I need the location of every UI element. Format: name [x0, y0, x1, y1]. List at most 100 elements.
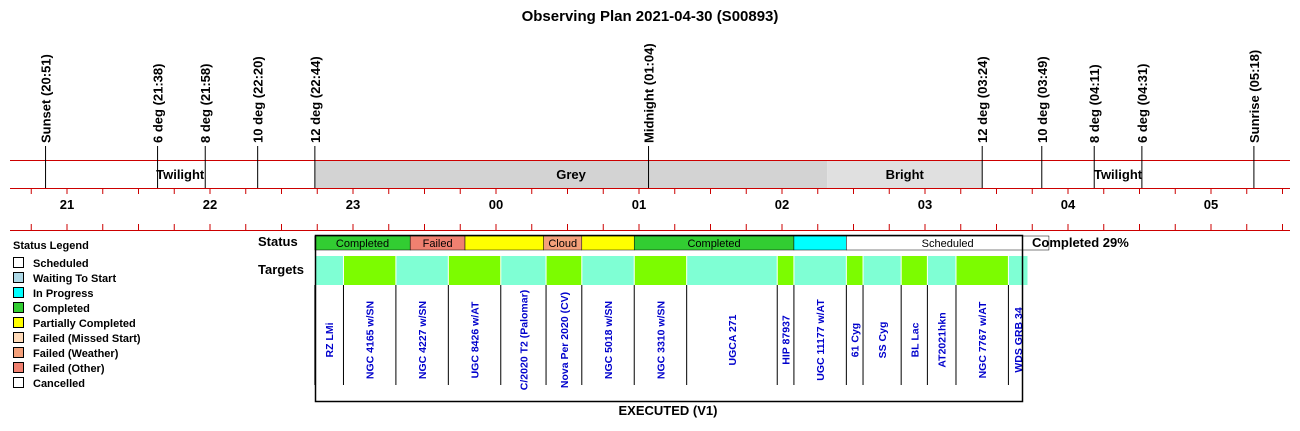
legend-swatch [13, 287, 24, 298]
legend-label: Failed (Missed Start) [33, 333, 141, 345]
target-block [846, 256, 864, 285]
target-name: Nova Per 2020 (CV) [559, 292, 571, 388]
target-block [395, 256, 449, 285]
status-bar: Completed Failed Cloud Completed Scheduled [314, 235, 1050, 251]
status-segment-label: Completed [687, 238, 740, 250]
target-name: NGC 4227 w/SN [417, 301, 429, 379]
legend-label: In Progress [33, 288, 94, 300]
event-label: 10 deg (22:20) [251, 56, 266, 143]
twilight-events: Sunset (20:51) 6 deg (21:38) 8 deg (21:58)… [39, 43, 1262, 188]
sky-period-band [45, 160, 315, 188]
legend-swatch [13, 257, 24, 268]
target-name: NGC 3310 w/SN [655, 301, 667, 379]
status-segment [793, 235, 847, 251]
status-segment-label: Failed [423, 238, 453, 250]
sky-period-label: Bright [886, 167, 925, 182]
target-name: WDS GRB 34 [1013, 307, 1025, 373]
target-block [793, 256, 847, 285]
target-block [927, 256, 956, 285]
target-block [448, 256, 501, 285]
hour-tick-label: 00 [489, 197, 503, 212]
hour-tick-label: 05 [1204, 197, 1218, 212]
legend-swatch [13, 347, 24, 358]
event-label: 8 deg (21:58) [198, 64, 213, 143]
target-block [777, 256, 794, 285]
executed-footer: EXECUTED (V1) [619, 403, 718, 418]
legend-title: Status Legend [13, 240, 89, 252]
legend-swatch [13, 332, 24, 343]
target-name: AT2021hkn [937, 312, 949, 367]
event-label: 10 deg (03:49) [1035, 56, 1050, 143]
target-block [581, 256, 635, 285]
sky-period-label: Grey [556, 167, 586, 182]
target-name: NGC 5018 w/SN [603, 301, 615, 379]
target-block [500, 256, 547, 285]
status-segment-label: Cloud [548, 238, 577, 250]
sky-period-band [827, 160, 983, 188]
hour-tick-label: 23 [346, 197, 360, 212]
hour-tick-label: 22 [203, 197, 217, 212]
event-label: 6 deg (21:38) [151, 64, 166, 143]
event-label: Midnight (01:04) [642, 43, 657, 143]
legend-items: Scheduled Waiting To Start In Progress Comp… [13, 257, 141, 390]
target-name: NGC 4165 w/SN [365, 301, 377, 379]
legend-label: Partially Completed [33, 318, 136, 330]
status-row-label: Status [258, 234, 298, 249]
legend-label: Completed [33, 303, 90, 315]
legend-swatch [13, 272, 24, 283]
chart-title: Observing Plan 2021-04-30 (S00893) [522, 8, 779, 25]
legend-label: Scheduled [33, 258, 89, 270]
event-label: 12 deg (03:24) [975, 56, 990, 143]
status-segment [464, 235, 544, 251]
legend-swatch [13, 317, 24, 328]
targets-bar: RZ LMi NGC 4165 w/SN NGC 4227 w/SN UGC 8426… [314, 256, 1028, 390]
legend-label: Cancelled [33, 378, 85, 390]
target-name: 61 Cyg [850, 323, 862, 357]
target-name: HIP 87937 [781, 315, 793, 365]
event-label: 6 deg (04:31) [1135, 64, 1150, 143]
sky-period-label: Twilight [156, 167, 205, 182]
legend-swatch [13, 302, 24, 313]
target-block [343, 256, 396, 285]
target-block [955, 256, 1009, 285]
status-summary: Completed 29% [1032, 235, 1129, 250]
hour-tick-label: 02 [775, 197, 789, 212]
target-block [863, 256, 902, 285]
target-block [546, 256, 582, 285]
target-name: BL Lac [909, 322, 921, 357]
legend-label: Failed (Weather) [33, 348, 119, 360]
target-block [1008, 256, 1028, 285]
sky-period-label: Twilight [1094, 167, 1143, 182]
legend-label: Failed (Other) [33, 363, 105, 375]
target-name: RZ LMi [324, 322, 336, 357]
hour-tick-label: 04 [1061, 197, 1076, 212]
target-name: UGC 8426 w/AT [470, 301, 482, 378]
legend-label: Waiting To Start [33, 273, 116, 285]
sky-period-band [982, 160, 1254, 188]
target-name: C/2020 T2 (Palomar) [518, 290, 530, 390]
target-name: SS Cyg [877, 322, 889, 359]
targets-row-label: Targets [258, 262, 304, 277]
legend-swatch [13, 377, 24, 388]
event-label: Sunrise (05:18) [1247, 50, 1262, 143]
event-label: 12 deg (22:44) [308, 56, 323, 143]
sky-period-band [314, 160, 828, 188]
target-name: UGC 11177 w/AT [815, 299, 827, 381]
hour-tick-label: 03 [918, 197, 932, 212]
event-label: 8 deg (04:11) [1087, 64, 1102, 143]
target-name: NGC 7767 w/AT [977, 301, 989, 378]
target-block [314, 256, 344, 285]
event-label: Sunset (20:51) [39, 54, 54, 143]
target-block [634, 256, 687, 285]
target-block [686, 256, 778, 285]
hour-tick-label: 01 [632, 197, 646, 212]
sky-periods: Twilight Grey Bright Twilight [10, 160, 1290, 231]
status-segment-label: Scheduled [922, 238, 974, 250]
status-legend: Status Legend Scheduled Waiting To Start I… [13, 240, 141, 390]
time-axis: 21 22 23 00 01 02 03 04 05 [30, 188, 1283, 230]
hour-tick-label: 21 [60, 197, 74, 212]
target-block [901, 256, 928, 285]
status-segment-label: Completed [336, 238, 389, 250]
legend-swatch [13, 362, 24, 373]
